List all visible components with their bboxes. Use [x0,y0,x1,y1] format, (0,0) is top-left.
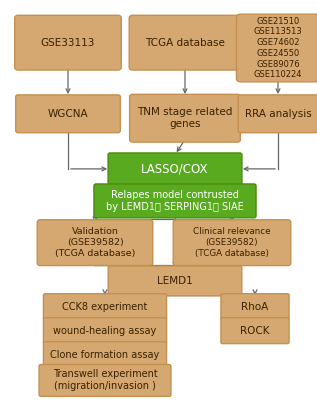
FancyBboxPatch shape [43,294,166,320]
Text: LEMD1: LEMD1 [157,276,193,286]
Text: Relapes model contrusted
by LEMD1、 SERPING1、 SIAE: Relapes model contrusted by LEMD1、 SERPI… [106,190,244,212]
Text: wound-healing assay: wound-healing assay [53,326,157,336]
FancyBboxPatch shape [43,342,166,368]
FancyBboxPatch shape [15,15,121,70]
FancyBboxPatch shape [108,266,242,296]
FancyBboxPatch shape [37,220,153,266]
Text: Transwell experiment
(migration/invasion ): Transwell experiment (migration/invasion… [53,370,157,392]
Text: WGCNA: WGCNA [48,109,88,119]
FancyBboxPatch shape [108,153,242,185]
Text: RRA analysis: RRA analysis [245,109,311,119]
Text: Clone formation assay: Clone formation assay [50,350,160,360]
FancyBboxPatch shape [16,95,120,133]
Text: GSE21510
GSE113513
GSE74602
GSE24550
GSE89076
GSE110224: GSE21510 GSE113513 GSE74602 GSE24550 GSE… [254,17,302,79]
FancyBboxPatch shape [129,15,241,70]
FancyBboxPatch shape [130,94,240,142]
Text: LASSO/COX: LASSO/COX [141,162,209,175]
Text: CCK8 experiment: CCK8 experiment [62,302,148,312]
FancyBboxPatch shape [221,294,289,320]
Text: ROCK: ROCK [240,326,270,336]
FancyBboxPatch shape [236,14,317,82]
Text: TNM stage related
genes: TNM stage related genes [137,107,233,129]
FancyBboxPatch shape [221,318,289,344]
Text: GSE33113: GSE33113 [41,38,95,48]
FancyBboxPatch shape [43,318,166,344]
Text: Clinical relevance
(GSE39582)
(TCGA database): Clinical relevance (GSE39582) (TCGA data… [193,228,271,258]
Text: TCGA database: TCGA database [145,38,225,48]
FancyBboxPatch shape [94,184,256,218]
Text: RhoA: RhoA [241,302,268,312]
FancyBboxPatch shape [173,220,291,266]
FancyBboxPatch shape [238,95,317,133]
Text: Validation
(GSE39582)
(TCGA database): Validation (GSE39582) (TCGA database) [55,228,135,258]
FancyBboxPatch shape [39,364,171,396]
